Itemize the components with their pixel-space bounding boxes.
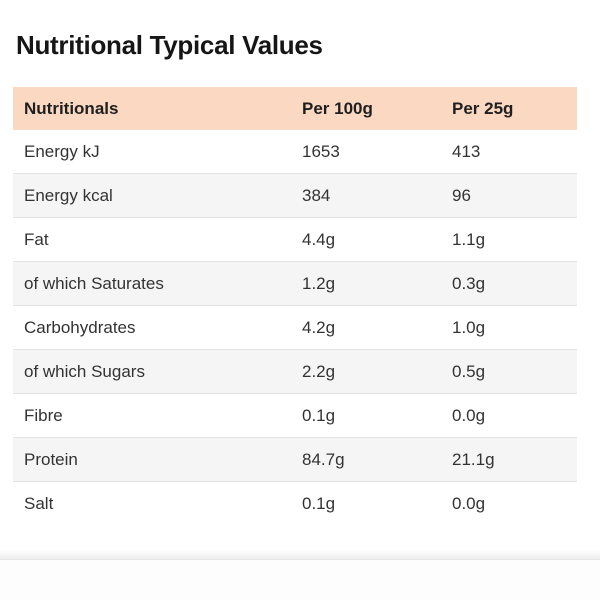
row-value-per-100g: 84.7g: [302, 449, 345, 469]
table-row: Fat 4.4g 1.1g: [13, 218, 577, 262]
row-value-per-25g: 96: [452, 185, 471, 205]
column-header-per-100g: Per 100g: [302, 98, 373, 118]
table-row: Carbohydrates 4.2g 1.0g: [13, 306, 577, 350]
row-label: Protein: [24, 449, 78, 469]
row-label: of which Saturates: [24, 273, 164, 293]
table-body: Energy kJ 1653 413 Energy kcal 384 96 Fat 4.4g 1…: [13, 130, 577, 526]
column-header-per-25g: Per 25g: [452, 98, 514, 118]
table-row: Protein 84.7g 21.1g: [13, 438, 577, 482]
table-row: Energy kJ 1653 413: [13, 130, 577, 174]
row-value-per-25g: 0.0g: [452, 405, 486, 425]
row-value-per-25g: 0.0g: [452, 494, 486, 513]
row-value-per-25g: 1.0g: [452, 317, 486, 337]
table-row: Salt 0.1g 0.0g: [13, 482, 577, 526]
row-value-per-100g: 0.1g: [302, 494, 336, 513]
row-label: Fat: [24, 229, 49, 249]
row-label: Energy kcal: [24, 185, 113, 205]
table-row: of which Sugars 2.2g 0.5g: [13, 350, 577, 394]
below-content-background: [0, 560, 600, 600]
row-value-per-25g: 0.3g: [452, 273, 486, 293]
row-value-per-100g: 1.2g: [302, 273, 336, 293]
table-header-row: Nutritionals Per 100g Per 25g: [13, 87, 577, 130]
row-value-per-100g: 4.2g: [302, 317, 336, 337]
row-value-per-25g: 413: [452, 141, 481, 161]
bottom-shadow-gradient: [0, 550, 600, 560]
row-label: of which Sugars: [24, 361, 145, 381]
row-value-per-25g: 1.1g: [452, 229, 486, 249]
row-value-per-100g: 1653: [302, 141, 340, 161]
row-label: Salt: [24, 494, 54, 513]
row-value-per-100g: 4.4g: [302, 229, 336, 249]
row-value-per-25g: 0.5g: [452, 361, 486, 381]
row-label: Fibre: [24, 405, 63, 425]
column-header-nutritionals: Nutritionals: [24, 98, 119, 118]
nutrition-table: Nutritionals Per 100g Per 25g Energy kJ 1…: [13, 87, 577, 526]
row-value-per-25g: 21.1g: [452, 449, 495, 469]
row-value-per-100g: 384: [302, 185, 331, 205]
table-row: of which Saturates 1.2g 0.3g: [13, 262, 577, 306]
row-value-per-100g: 0.1g: [302, 405, 336, 425]
row-value-per-100g: 2.2g: [302, 361, 336, 381]
table-row: Fibre 0.1g 0.0g: [13, 394, 577, 438]
row-label: Carbohydrates: [24, 317, 136, 337]
row-label: Energy kJ: [24, 141, 100, 161]
table-row: Energy kcal 384 96: [13, 174, 577, 218]
page-bottom-seam: [0, 550, 600, 601]
page-title: Nutritional Typical Values: [16, 30, 323, 60]
